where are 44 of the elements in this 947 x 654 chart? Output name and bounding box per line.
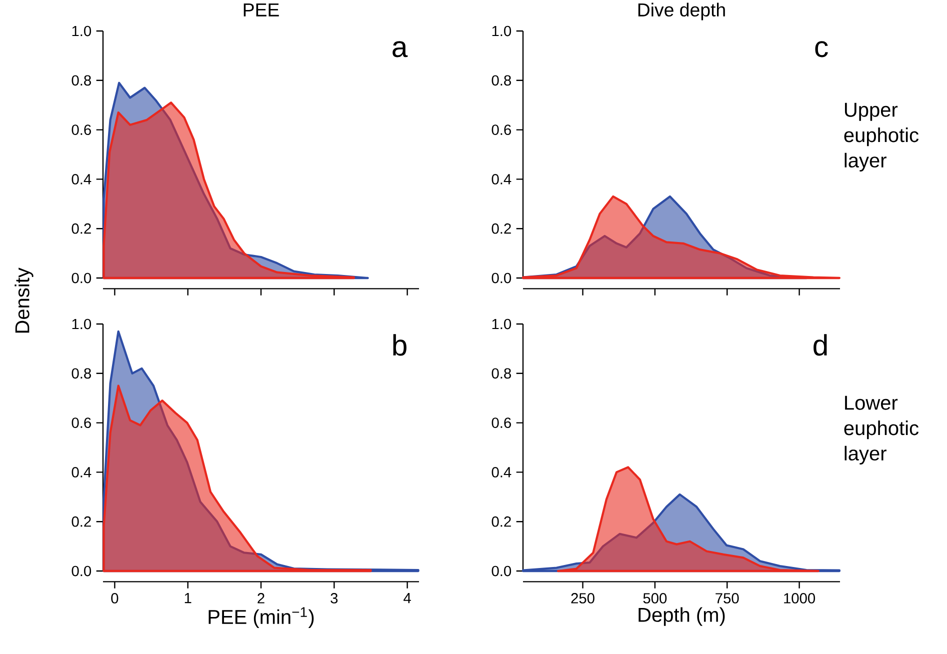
y-tick-label: 0.8 bbox=[492, 368, 511, 379]
x-tick-label: 250 bbox=[571, 593, 594, 604]
y-tick-label: 0.0 bbox=[72, 272, 92, 284]
y-axis-title: Density bbox=[14, 268, 34, 333]
annotation: b bbox=[393, 334, 406, 356]
x-axis-title: PEE (min$^{−1}$) bbox=[208, 607, 314, 628]
y-tick-label: 0.4 bbox=[492, 467, 512, 478]
annotation: d bbox=[814, 334, 827, 356]
y-tick-label: 0.8 bbox=[72, 75, 91, 86]
y-tick-label: 1.0 bbox=[492, 318, 512, 330]
chart-title: PEE bbox=[244, 3, 279, 16]
x-tick-label: 2 bbox=[258, 593, 264, 604]
y-tick-label: 0.6 bbox=[492, 124, 511, 135]
y-tick-label: 0.6 bbox=[72, 124, 91, 135]
y-tick-label: 0.4 bbox=[72, 467, 92, 478]
x-tick-label: 1 bbox=[184, 593, 192, 604]
y-tick-label: 0.2 bbox=[72, 223, 91, 234]
y-tick-label: 0.8 bbox=[492, 75, 511, 86]
x-tick-label: 500 bbox=[643, 593, 667, 604]
x-tick-label: 1000 bbox=[784, 593, 816, 604]
x-axis-title: Depth (m) bbox=[638, 607, 725, 626]
text: Upper euphotic layer bbox=[844, 102, 919, 172]
text: Lower euphotic layer bbox=[844, 396, 919, 464]
y-tick-label: 1.0 bbox=[72, 318, 92, 330]
x-tick-label: 3 bbox=[330, 593, 338, 604]
y-tick-label: 0.2 bbox=[72, 516, 91, 527]
annotation: c bbox=[815, 41, 828, 58]
y-tick-label: 0.4 bbox=[492, 174, 512, 184]
y-tick-label: 0.6 bbox=[72, 418, 91, 428]
annotation: a bbox=[392, 41, 408, 58]
y-tick-label: 0.2 bbox=[492, 223, 511, 234]
y-tick-label: 0.0 bbox=[72, 566, 92, 576]
chart-title: Dive depth bbox=[638, 2, 725, 20]
y-tick-label: 0.0 bbox=[492, 272, 512, 284]
y-tick-label: 0.4 bbox=[72, 174, 92, 184]
x-tick-label: 750 bbox=[716, 593, 739, 604]
x-tick-label: 0 bbox=[111, 593, 118, 604]
x-tick-label: 4 bbox=[404, 593, 411, 604]
y-tick-label: 0.0 bbox=[492, 566, 512, 576]
y-tick-label: 1.0 bbox=[492, 26, 512, 36]
y-tick-label: 0.8 bbox=[72, 368, 91, 379]
y-tick-label: 0.2 bbox=[492, 516, 511, 527]
y-tick-label: 1.0 bbox=[72, 26, 92, 36]
y-tick-label: 0.6 bbox=[492, 418, 511, 428]
